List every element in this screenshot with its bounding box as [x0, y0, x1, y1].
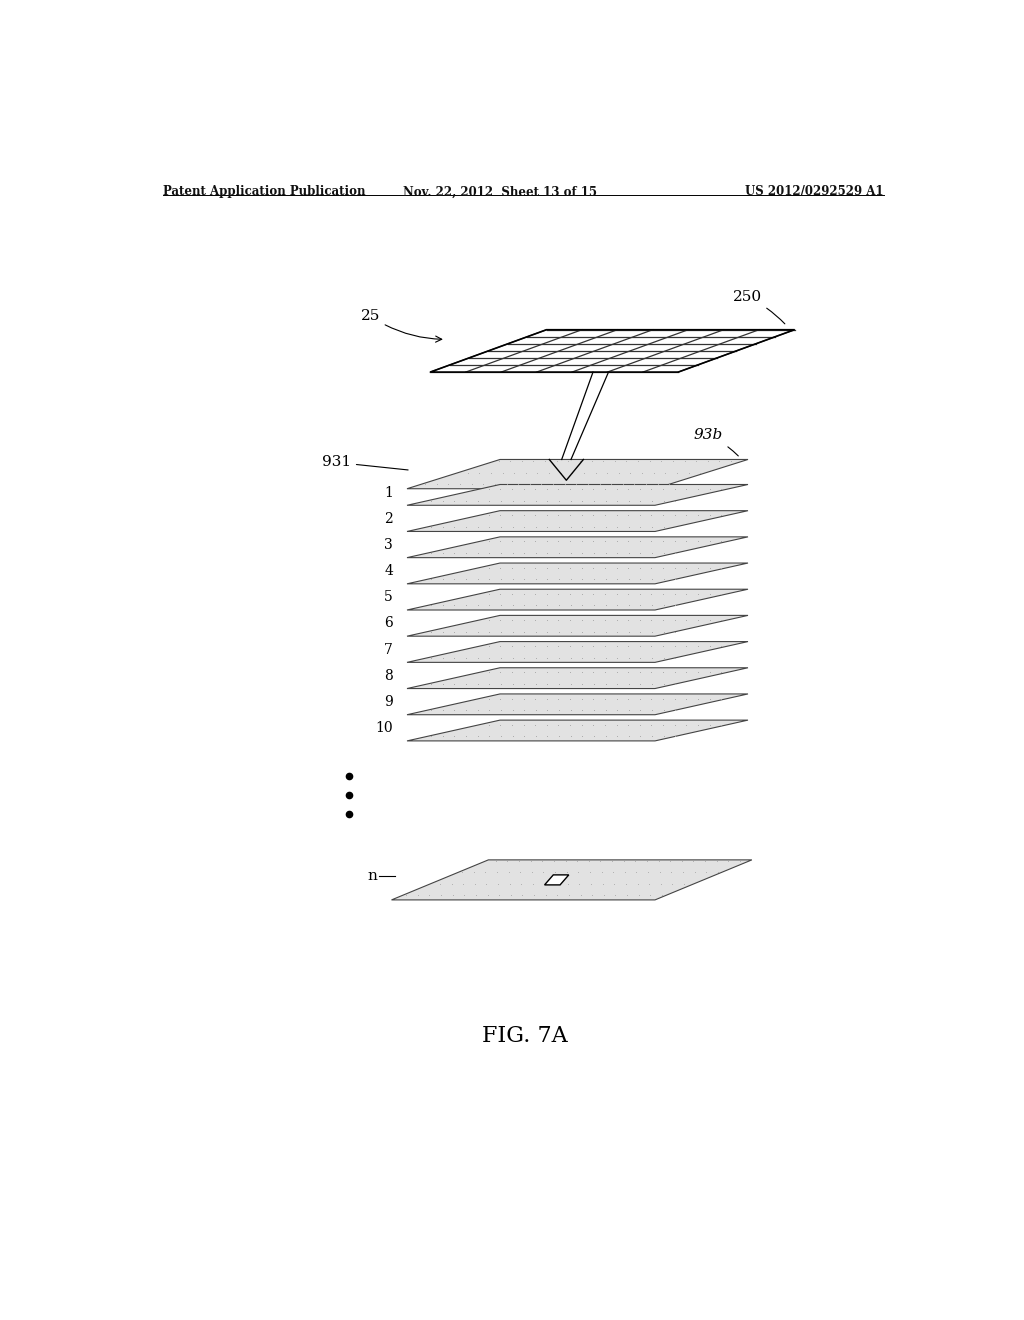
Text: 5: 5 — [384, 590, 393, 605]
Text: 6: 6 — [384, 616, 393, 631]
Text: 3: 3 — [384, 539, 393, 552]
Text: 93b: 93b — [693, 429, 738, 455]
Polygon shape — [407, 615, 748, 636]
Polygon shape — [407, 642, 748, 663]
Text: 2: 2 — [384, 512, 393, 525]
Text: 931: 931 — [322, 455, 409, 470]
Polygon shape — [407, 484, 748, 506]
Text: 9: 9 — [384, 696, 393, 709]
Text: 4: 4 — [384, 564, 393, 578]
Polygon shape — [407, 694, 748, 714]
Text: 1: 1 — [384, 486, 393, 499]
Text: 7: 7 — [384, 643, 393, 656]
Text: Patent Application Publication: Patent Application Publication — [163, 185, 366, 198]
Text: 250: 250 — [732, 290, 784, 323]
Text: 25: 25 — [360, 309, 441, 342]
Polygon shape — [407, 668, 748, 689]
Text: 8: 8 — [384, 669, 393, 682]
Polygon shape — [407, 459, 748, 488]
Polygon shape — [391, 859, 752, 900]
Text: US 2012/0292529 A1: US 2012/0292529 A1 — [745, 185, 884, 198]
Polygon shape — [407, 589, 748, 610]
Polygon shape — [545, 875, 568, 884]
Text: 10: 10 — [376, 721, 393, 735]
Text: n: n — [368, 869, 378, 883]
Polygon shape — [407, 721, 748, 741]
Polygon shape — [407, 564, 748, 583]
Polygon shape — [407, 537, 748, 557]
Polygon shape — [407, 511, 748, 532]
Text: Nov. 22, 2012  Sheet 13 of 15: Nov. 22, 2012 Sheet 13 of 15 — [403, 185, 597, 198]
Text: FIG. 7A: FIG. 7A — [482, 1026, 567, 1047]
